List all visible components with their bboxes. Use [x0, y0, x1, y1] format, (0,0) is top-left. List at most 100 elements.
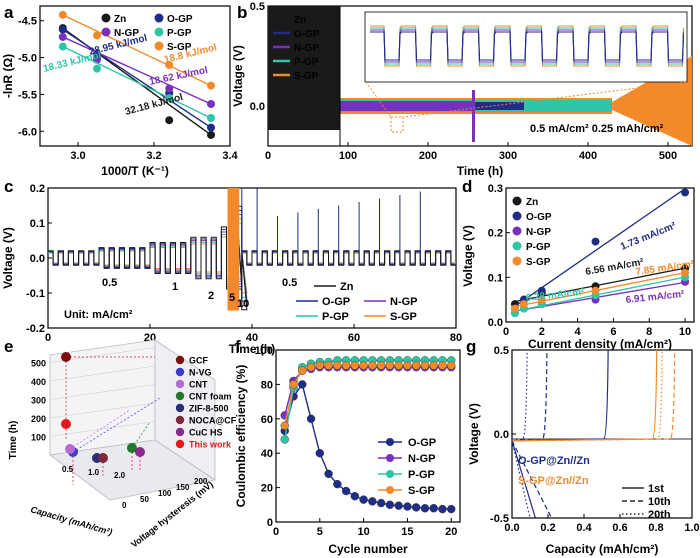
panel-d-point-s-gp [591, 286, 600, 295]
legend-label-o-gp: O-GP [167, 14, 193, 25]
panel-d-fit-o-gp [514, 188, 686, 307]
panel-e-legend-label-cuc-hs: CuC HS [189, 428, 223, 438]
panel-g-ytick-label: 0.5 [494, 345, 509, 357]
panel-g-curve-o-gp [511, 349, 528, 442]
panel-d-point-s-gp [681, 268, 690, 277]
panel-a: 3.0 3.2 3.4 -4.5 -5.0 -5.5 -6.0 -lnR (Ω) 1000/… [1, 5, 239, 178]
panel-e-legend-marker-cuc-hs [175, 427, 185, 437]
panel-f-point-o-gp [394, 501, 403, 510]
panel-f-point-o-gp [420, 504, 430, 513]
panel-c-ticks: 0 20 40 60 80-0.2-0.10.00.10.2 [26, 183, 462, 344]
panel-g-curve-o-gp [511, 349, 548, 442]
panel-f-point-s-gp [429, 361, 438, 370]
panel-d-legend-marker-p-gp [512, 241, 522, 251]
panel-c-ylabel: Voltage (V) [1, 227, 15, 289]
panel-d-legend-label-s-gp: S-GP [526, 257, 551, 268]
panel-a-point-zn [165, 116, 174, 125]
panel-a-fit-n-gp [62, 36, 212, 105]
panel-a-point-s-gp [58, 10, 67, 19]
legend-marker-zn [101, 13, 111, 23]
panel-a-xtick-label: 3.2 [146, 150, 161, 162]
panel-c-rate-1: 1 [172, 281, 178, 293]
panel-a-point-n-gp [165, 84, 174, 93]
panel-a-fit-s-gp [62, 14, 212, 87]
panel-e-legend-marker-this-work [175, 439, 185, 449]
panel-g-xtick-label: 0.6 [612, 522, 627, 534]
panel-f-legend-label-s-gp: S-GP [408, 485, 435, 497]
panel-c-xtick-label: 40 [246, 332, 258, 344]
panel-c-ytick-label: -0.2 [26, 323, 45, 335]
panel-d-ytick-label: 0.2 [488, 228, 503, 240]
panel-a-ytick-label: -4.5 [18, 16, 37, 28]
panel-f-point-s-gp [447, 361, 456, 370]
panel-c-rate-0: 0.5 [102, 277, 117, 289]
panel-e-legend-label-cnt-foam: CNT foam [189, 392, 232, 402]
panel-c-s-gp-burst [227, 188, 240, 311]
legend-label-p-gp: P-GP [167, 28, 192, 39]
panel-a-point-p-gp [165, 94, 174, 103]
panel-c-legend-label-s-gp: S-GP [390, 311, 417, 323]
panel-a-xtick-label: 3.4 [222, 150, 238, 162]
legend-marker-s-gp [154, 41, 164, 51]
panel-d-point-s-gp [519, 300, 528, 309]
panel-d-legend-marker-o-gp [512, 211, 522, 221]
panel-c-xlabel: Time (h) [229, 342, 275, 356]
panel-d-xtick-label: 8 [646, 326, 652, 338]
panel-g-xtick-label: 0.8 [648, 522, 663, 534]
panel-b-zn-spike [268, 6, 340, 130]
panel-d-xtick-label: 2 [539, 326, 545, 338]
panel-f-point-o-gp [403, 502, 412, 511]
panel-f-point-s-gp [324, 361, 333, 370]
panel-b-annotation: 0.5 mA/cm² 0.25 mAh/cm² [530, 123, 664, 135]
panel-d-point-o-gp [681, 188, 690, 197]
panel-b-xlabel: Time (h) [457, 164, 503, 178]
panel-e-xtick-label: 0.5 [62, 465, 74, 474]
panel-e-ztick-label: 150 [176, 483, 190, 492]
panel-g-xtick-label: 1.0 [684, 522, 699, 534]
panel-f-point-s-gp [385, 361, 395, 370]
panel-g-ticks: 0.0 0.2 0.4 0.6 0.8 1.0-0.50.00.5 [490, 345, 700, 534]
panel-letter-c: c [4, 177, 13, 196]
panel-d-legend-label-n-gp: N-GP [526, 227, 551, 238]
panel-a-point-n-gp [58, 32, 67, 41]
panel-e-ytick-label: 200 [31, 414, 46, 424]
panel-d-ylabel: Voltage (V) [461, 225, 475, 287]
panel-f-point-o-gp [368, 497, 377, 506]
panel-d-legend-marker-s-gp [512, 256, 522, 266]
panel-b-xtick-label: 500 [659, 150, 677, 162]
panel-f-frame [275, 349, 461, 523]
panel-g-label-s-gp: S-GP@Zn//Zn [518, 475, 589, 487]
panel-a-point-p-gp [207, 114, 215, 122]
panel-a-xlabel: 1000/T (K⁻¹) [101, 164, 169, 178]
panel-e-ytick-label: 500 [31, 359, 46, 369]
panel-a-point-n-gp [207, 100, 215, 108]
panel-f-legend-marker-p-gp [386, 470, 394, 478]
panel-e-guideline [72, 397, 161, 453]
panel-e-ytick-label: 100 [31, 433, 46, 443]
panel-d-annot-p-gp: 6.28 mA/cm² [525, 287, 585, 304]
panel-f-ylabel: Coulombic efficiency (%) [234, 365, 248, 508]
panel-f-point-s-gp [289, 380, 298, 389]
panel-g-curve-discharge [511, 440, 536, 519]
panel-g-curve-o-gp [511, 349, 609, 442]
panel-g-curve-s-gp [511, 349, 676, 442]
panel-f-point-s-gp [420, 361, 430, 370]
panel-e-ztick-label: 200 [194, 477, 208, 486]
panel-f-xtick-label: 10 [357, 526, 369, 538]
panel-d-frame [505, 187, 695, 323]
panel-f-point-o-gp [315, 449, 325, 458]
panel-g-ytick-label: -0.5 [490, 513, 509, 525]
panel-d-point-o-gp [537, 286, 546, 295]
panel-b-xtick-label: 0 [265, 150, 271, 162]
panel-c: 0 20 40 60 80-0.2-0.10.00.10.2 Voltage (V) T… [1, 183, 462, 356]
panel-g-curve-s-gp [511, 349, 658, 442]
panel-c-legend-label-o-gp: O-GP [322, 296, 350, 308]
panel-b-legend-label-s-gp: S-GP [294, 71, 319, 82]
panel-f-point-s-gp [315, 361, 325, 370]
panel-c-rate-3: 5 [229, 292, 235, 304]
panel-e-legend-label-this-work: This work [189, 440, 232, 450]
panel-f-point-o-gp [438, 504, 447, 514]
panel-b-legend-label-p-gp: P-GP [294, 57, 319, 68]
panel-f-legend-label-p-gp: P-GP [408, 469, 435, 481]
